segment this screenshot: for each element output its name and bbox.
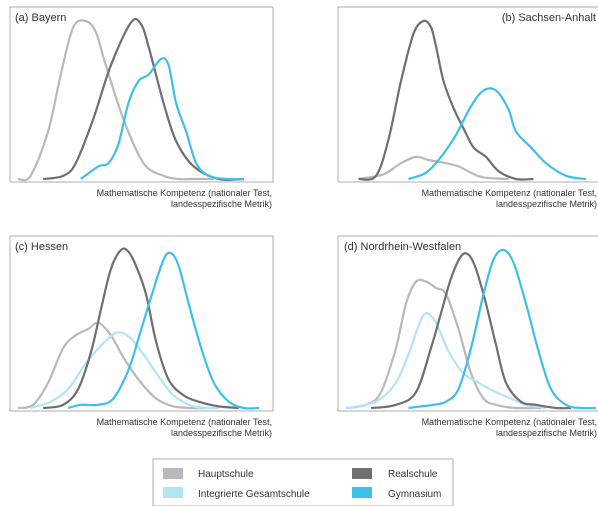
legend-label: Realschule (388, 469, 438, 480)
panel-hessen: (c) Hessen Mathematische Kompetenz (nati… (9, 235, 274, 438)
curve-realschule (42, 17, 244, 182)
legend-swatch (163, 487, 183, 498)
x-axis-label-line2: landesspezifische Metrik) (171, 199, 272, 209)
curve-realschule (42, 247, 239, 410)
curve-integrierte-gesamtschule (30, 331, 219, 410)
x-axis-label-line2: landesspezifische Metrik) (496, 199, 597, 209)
plot-frame (337, 6, 598, 183)
legend-swatch (163, 468, 183, 479)
curves (345, 248, 597, 410)
curve-hauptschule (17, 19, 214, 182)
legend-label: Hauptschule (198, 469, 254, 480)
curve-hauptschule (17, 321, 219, 410)
x-axis-label-line1: Mathematische Kompetenz (nationaler Test… (97, 417, 272, 427)
legend-item-integrierte-gesamtschule: Integrierte Gesamtschule (163, 487, 310, 500)
curve-gymnasium (80, 57, 244, 181)
curve-gymnasium (67, 251, 260, 410)
curve-realschule (358, 19, 534, 181)
panel-title: (a) Bayern (15, 12, 66, 24)
panel-title: (c) Hessen (15, 241, 68, 253)
legend-item-gymnasium: Gymnasium (352, 487, 441, 500)
legend-item-hauptschule: Hauptschule (163, 468, 254, 480)
curve-integrierte-gesamtschule (345, 312, 547, 410)
panel-bayern: (a) Bayern Mathematische Kompetenz (nati… (9, 6, 274, 209)
curves (17, 247, 260, 410)
x-axis-label-line1: Mathematische Kompetenz (nationaler Test… (422, 188, 597, 198)
x-axis-label-line1: Mathematische Kompetenz (nationaler Test… (97, 188, 272, 198)
legend-label: Gymnasium (388, 489, 441, 500)
curves (17, 17, 244, 182)
legend: Hauptschule Realschule Integrierte Gesam… (152, 458, 454, 506)
plot-frame (9, 235, 274, 412)
legend-item-realschule: Realschule (352, 468, 438, 480)
x-axis-label-line2: landesspezifische Metrik) (496, 428, 597, 438)
x-axis-label-line1: Mathematische Kompetenz (nationaler Test… (422, 417, 597, 427)
curve-hauptschule (345, 278, 542, 410)
x-axis-label-line2: landesspezifische Metrik) (171, 428, 272, 438)
panel-sachsen-anhalt: (b) Sachsen-Anhalt Mathematische Kompete… (337, 6, 598, 209)
curve-realschule (370, 252, 572, 410)
legend-swatch (352, 487, 372, 498)
plot-frame (337, 235, 598, 412)
panel-title: (d) Nordrhein-Westfalen (344, 241, 461, 253)
plot-frame (9, 6, 274, 183)
curve-gymnasium (408, 248, 597, 410)
curves (358, 19, 587, 181)
panel-nordrhein-westfalen: (d) Nordrhein-Westfalen Mathematische Ko… (337, 235, 598, 438)
legend-frame (152, 458, 454, 506)
legend-swatch (352, 468, 372, 479)
legend-label: Integrierte Gesamtschule (198, 489, 310, 500)
curve-gymnasium (408, 87, 587, 181)
panel-title: (b) Sachsen-Anhalt (502, 12, 596, 24)
